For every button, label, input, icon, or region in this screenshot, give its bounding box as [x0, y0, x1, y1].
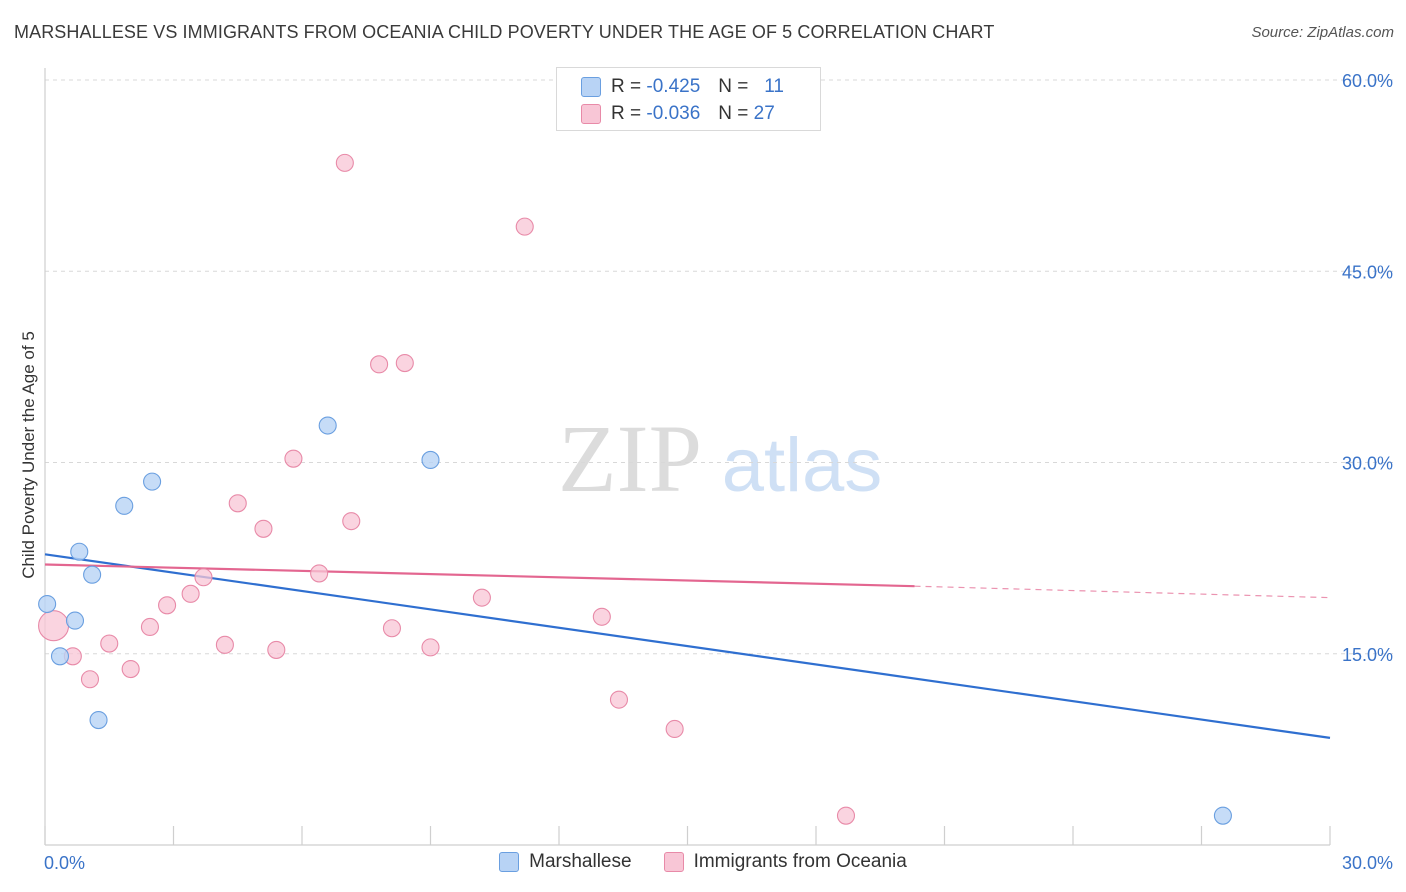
data-point-oceania [140, 617, 159, 637]
watermark-zip: ZIP [558, 405, 702, 512]
data-point-oceania [158, 596, 177, 615]
legend-r-label: R = [611, 103, 642, 124]
tick-labels: 15.0% 30.0% 45.0% 60.0% 0.0% 30.0% [44, 71, 1393, 873]
legend-label: Marshallese [529, 851, 632, 872]
legend-item-oceania: Immigrants from Oceania [663, 851, 907, 873]
legend-n-value: 11 [764, 76, 784, 97]
data-point-oceania [421, 638, 440, 657]
legend-item-marshallese: Marshallese [499, 851, 632, 873]
data-point-marshallese [65, 611, 85, 630]
data-point-oceania [515, 217, 534, 236]
trend-line-marshallese [44, 553, 1331, 739]
data-point-marshallese [50, 647, 70, 666]
x-tick-label: 30.0% [1342, 853, 1393, 873]
data-point-oceania [370, 355, 389, 374]
legend-swatch-blue [581, 77, 601, 97]
data-point-oceania [254, 519, 273, 538]
data-point-oceania [310, 564, 329, 583]
trend-line-oceania-extension [914, 585, 1331, 599]
chart-title: MARSHALLESE VS IMMIGRANTS FROM OCEANIA C… [14, 22, 995, 42]
legend-label: Immigrants from Oceania [693, 851, 907, 872]
legend-r-value: -0.425 [646, 76, 701, 97]
data-point-oceania [382, 619, 402, 638]
data-point-oceania [284, 449, 303, 468]
data-point-oceania [472, 588, 491, 607]
source-label: Source: ZipAtlas.com [1251, 24, 1394, 41]
y-tick-label: 45.0% [1342, 262, 1393, 282]
data-point-marshallese [70, 542, 89, 561]
data-point-marshallese [89, 710, 108, 730]
data-point-marshallese [143, 472, 162, 491]
legend-n-label: N = [718, 76, 749, 97]
data-point-marshallese [421, 450, 440, 470]
data-point-oceania [215, 635, 234, 654]
series-legend: Marshallese Immigrants from Oceania [0, 851, 1406, 873]
legend-swatch-blue [499, 852, 520, 872]
data-point-marshallese [38, 594, 57, 614]
data-point-oceania [665, 719, 684, 739]
data-point-marshallese [1213, 806, 1232, 825]
y-tick-label: 30.0% [1342, 454, 1393, 474]
legend-r-value: -0.036 [646, 103, 701, 124]
legend-row-oceania: R = -0.036 N = 27 [581, 102, 775, 126]
data-point-oceania [194, 568, 213, 587]
legend-n-value: 27 [753, 103, 775, 124]
data-point-oceania [335, 153, 354, 172]
x-tick-label: 0.0% [44, 853, 85, 873]
trend-line-oceania [44, 563, 915, 588]
data-point-oceania [836, 806, 856, 825]
legend-swatch-pink [663, 852, 684, 872]
watermark: ZIP atlas [558, 405, 882, 512]
data-point-marshallese [318, 416, 337, 435]
data-point-oceania [228, 494, 247, 513]
legend-swatch-pink [581, 104, 601, 124]
legend-n-label: N = [718, 103, 749, 124]
data-point-oceania [121, 659, 140, 679]
data-point-oceania [592, 607, 611, 626]
legend-row-marshallese: R = -0.425 N = 11 [581, 75, 784, 99]
data-point-marshallese [83, 565, 102, 584]
data-point-oceania [342, 512, 361, 531]
data-point-oceania [395, 353, 414, 373]
data-point-oceania [181, 584, 200, 603]
correlation-legend: R = -0.425 N = 11 R = -0.036 N = 27 [556, 67, 821, 131]
data-point-oceania [80, 670, 100, 689]
data-point-oceania [38, 610, 70, 642]
data-point-oceania [609, 690, 629, 709]
legend-r-label: R = [611, 76, 642, 97]
trend-lines [44, 553, 1331, 739]
watermark-atlas: atlas [722, 423, 883, 508]
data-point-marshallese [115, 496, 134, 515]
data-point-oceania [100, 634, 119, 653]
data-points [38, 153, 1232, 825]
axes [44, 68, 1331, 846]
y-axis-label: Child Poverty Under the Age of 5 [19, 331, 38, 579]
y-tick-label: 15.0% [1342, 645, 1393, 665]
data-point-oceania [267, 640, 286, 659]
y-tick-label: 60.0% [1342, 71, 1393, 91]
gridlines [45, 79, 1395, 655]
